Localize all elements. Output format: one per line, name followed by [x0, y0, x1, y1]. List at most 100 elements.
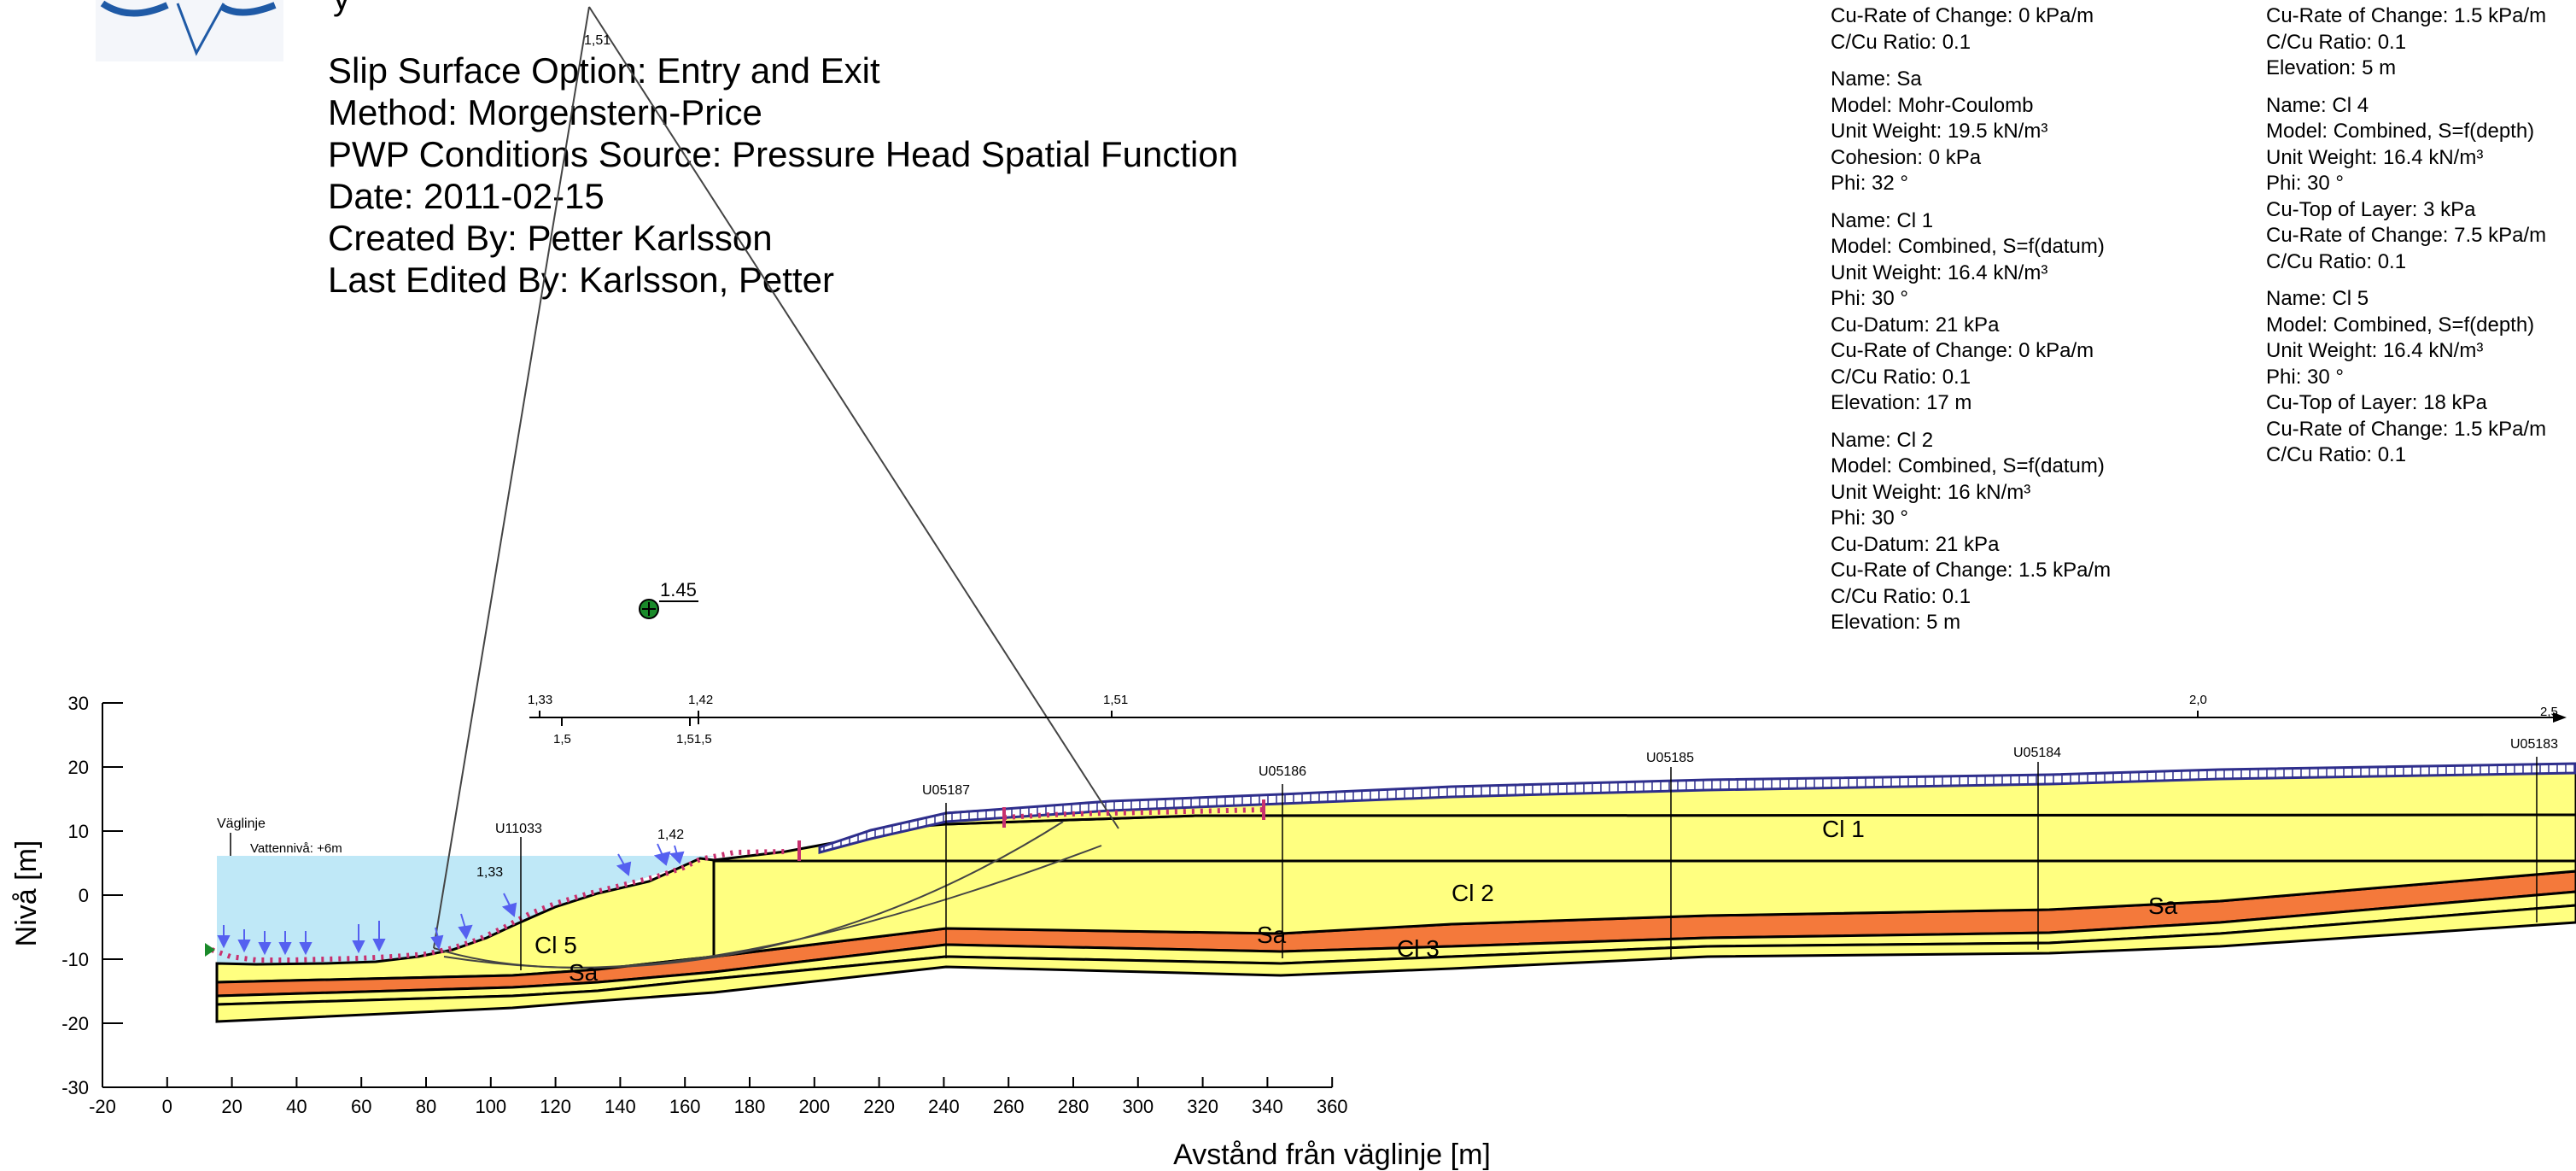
layer-label-cl5: Cl 5 — [534, 932, 577, 958]
company-logo — [96, 0, 283, 61]
material-property: Model: Mohr-Coulomb — [1831, 93, 2034, 117]
material-property: Elevation: 5 m — [1831, 611, 1961, 634]
material-property: Unit Weight: 16.4 kN/m³ — [2266, 339, 2484, 362]
material-property: Phi: 30 ° — [2266, 365, 2344, 389]
borehole-label: U05183 — [2510, 737, 2558, 752]
x-tick-label: -20 — [89, 1096, 116, 1117]
x-tick-label: 0 — [162, 1096, 172, 1117]
y-tick-label: -10 — [61, 949, 89, 970]
y-tick-label: 30 — [68, 693, 89, 714]
material-property: Model: Combined, S=f(datum) — [1831, 454, 2105, 477]
borehole-labels: U11033 U05187 U05186 U05185 U05184 U0518… — [217, 737, 2558, 880]
scale-label: 1,51 — [1103, 693, 1128, 707]
material-property: Model: Combined, S=f(depth) — [2266, 120, 2535, 143]
y-tick-label: 20 — [68, 757, 89, 778]
slip-surface-option-line: Slip Surface Option: Entry and Exit — [328, 50, 880, 91]
y-tick-label: -30 — [61, 1077, 89, 1098]
material-property: Cu-Rate of Change: 1.5 kPa/m — [1831, 559, 2112, 582]
pwp-source-line: PWP Conditions Source: Pressure Head Spa… — [328, 134, 1239, 174]
material-property: Cu-Top of Layer: 18 kPa — [2266, 391, 2487, 414]
layer-label-sa: Sa — [2148, 893, 2178, 919]
scale-label: 1,33 — [528, 693, 552, 707]
scale-label: 1,42 — [688, 693, 713, 707]
y-tick-label: 10 — [68, 821, 89, 842]
material-property: Cu-Rate of Change: 7.5 kPa/m — [2266, 224, 2547, 247]
material-property: C/Cu Ratio: 0.1 — [1831, 584, 1971, 608]
material-property: Phi: 32 ° — [1831, 172, 1908, 195]
material-property: C/Cu Ratio: 0.1 — [2266, 443, 2407, 466]
water-body — [217, 856, 717, 964]
layer-labels: Cl 1 Cl 2 Cl 3 Cl 5 Sa Sa Sa — [534, 816, 2178, 986]
material-property: Cohesion: 0 kPa — [1831, 145, 1982, 169]
slip-surface-fan — [433, 6, 1119, 969]
x-tick-label: 320 — [1187, 1096, 1218, 1117]
method-line: Method: Morgenstern-Price — [328, 92, 762, 132]
material-property: Elevation: 17 m — [1831, 391, 1972, 414]
x-tick-label: 340 — [1252, 1096, 1283, 1117]
material-entry-cl1: Name: Cl 1 Model: Combined, S=f(datum) U… — [1831, 208, 2111, 417]
x-tick-label: 260 — [993, 1096, 1025, 1117]
fos-scale-labels: 1,33 1,42 1,51 2,0 2,5 1,5 1,51,5 — [528, 693, 2558, 747]
road-embankment — [818, 762, 2576, 854]
x-tick-label: 240 — [928, 1096, 960, 1117]
material-property: Elevation: 5 m — [2266, 56, 2397, 79]
material-property: Cu-Datum: 21 kPa — [1831, 532, 2000, 556]
material-property: Cu-Rate of Change: 0 kPa/m — [1831, 4, 2094, 27]
layer-label-sa: Sa — [1257, 922, 1287, 948]
road-line-label: Väglinje — [217, 817, 266, 831]
material-property: C/Cu Ratio: 0.1 — [2266, 249, 2407, 273]
y-tick-label: -20 — [61, 1013, 89, 1034]
y-axis-label: Nivå [m] — [10, 840, 43, 947]
critical-factor-label: 1.45 — [660, 579, 697, 600]
material-property: C/Cu Ratio: 0.1 — [2266, 30, 2407, 54]
critical-point-marker — [639, 599, 659, 619]
material-property: Name: Sa — [1831, 67, 1922, 91]
x-tick-label: 200 — [798, 1096, 830, 1117]
material-list-left: Cu-Rate of Change: 0 kPa/m C/Cu Ratio: 0… — [1831, 3, 2111, 647]
material-property: Cu-Rate of Change: 0 kPa/m — [1831, 339, 2094, 362]
layer-cl3-bottom — [215, 904, 2576, 1023]
layer-label-sa: Sa — [569, 959, 599, 986]
material-property: Phi: 30 ° — [1831, 506, 1908, 530]
x-axis-label: Avstånd från väglinje [m] — [1173, 1139, 1491, 1171]
x-tick-label: 140 — [605, 1096, 636, 1117]
analysis-info-block: Slip Surface Option: Entry and Exit Meth… — [328, 50, 1238, 301]
x-tick-label: 300 — [1122, 1096, 1154, 1117]
borehole-label: U11033 — [495, 822, 542, 836]
slip-surface-trace — [210, 849, 786, 963]
layer-label-cl1: Cl 1 — [1822, 816, 1865, 842]
borehole-label: U05187 — [922, 783, 970, 798]
x-tick-label: 220 — [863, 1096, 895, 1117]
y-tick-label: 0 — [79, 885, 89, 906]
slope-fos-label: 1,42 — [657, 828, 684, 842]
material-entry: Cu-Rate of Change: 0 kPa/m C/Cu Ratio: 0… — [1831, 3, 2111, 56]
water-level-label: Vattennivå: +6m — [250, 841, 342, 856]
material-property: Name: Cl 4 — [2266, 93, 2369, 117]
x-tick-label: 20 — [221, 1096, 242, 1117]
material-entry-cl2: Name: Cl 2 Model: Combined, S=f(datum) U… — [1831, 428, 2111, 636]
x-tick-label: 360 — [1317, 1096, 1348, 1117]
fan-apex-label: 1,51 — [584, 33, 610, 48]
x-tick-label: 280 — [1058, 1096, 1089, 1117]
x-tick-label: 100 — [475, 1096, 506, 1117]
report-title-partial: y — [333, 0, 350, 18]
material-list-right: Cu-Rate of Change: 1.5 kPa/m C/Cu Ratio:… — [2266, 3, 2546, 480]
fos-scale — [529, 711, 2567, 726]
material-property: C/Cu Ratio: 0.1 — [1831, 30, 1971, 54]
borehole-lines — [230, 757, 2538, 970]
scale-label: 1,51,5 — [676, 732, 712, 747]
x-tick-label: 40 — [286, 1096, 307, 1117]
material-entry-cl4: Name: Cl 4 Model: Combined, S=f(depth) U… — [2266, 93, 2546, 276]
water-pressure-arrows — [217, 843, 685, 956]
material-property: Unit Weight: 19.5 kN/m³ — [1831, 120, 2048, 143]
x-tick-label: 160 — [669, 1096, 701, 1117]
scale-label: 2,0 — [2189, 693, 2207, 707]
material-property: Cu-Top of Layer: 3 kPa — [2266, 197, 2476, 221]
material-property: Name: Cl 1 — [1831, 208, 1934, 232]
material-property: Name: Cl 5 — [2266, 287, 2369, 310]
material-property: Phi: 30 ° — [1831, 287, 1908, 310]
material-entry-cl5: Name: Cl 5 Model: Combined, S=f(depth) U… — [2266, 286, 2546, 469]
x-tick-label: 120 — [540, 1096, 571, 1117]
plot-axes: -20 0 20 40 60 80 100 120 140 160 180 200 220 240 260 2… — [61, 693, 1347, 1117]
